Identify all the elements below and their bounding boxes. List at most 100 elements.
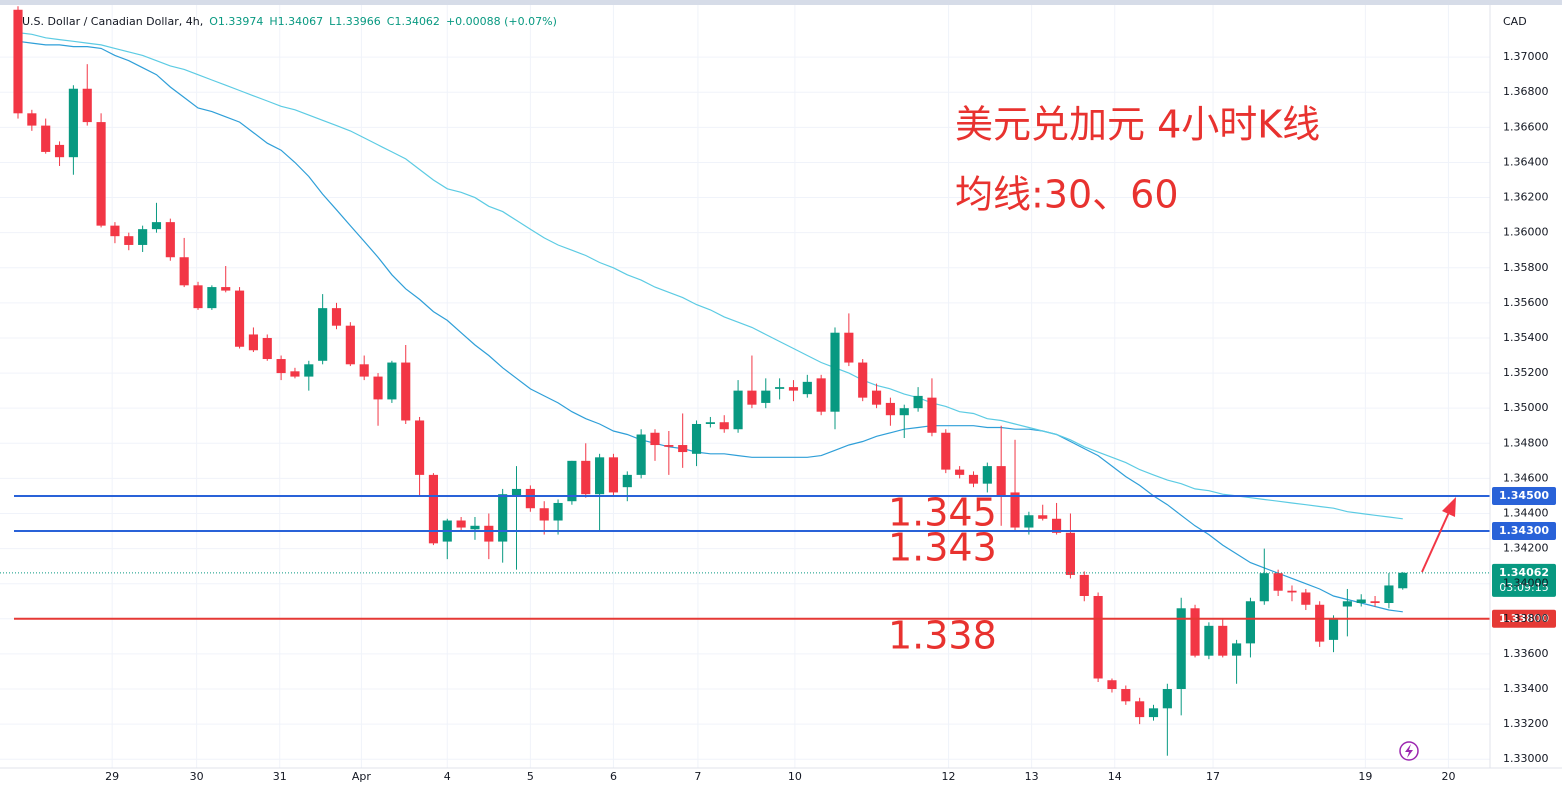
candle-body [207, 287, 217, 309]
level-annotation: 1.338 [888, 613, 997, 657]
candle-body [636, 434, 646, 475]
y-tick-label: 1.34400 [1503, 506, 1549, 519]
candle-body [387, 362, 397, 400]
candle-body [1384, 585, 1394, 604]
candle-body [1204, 625, 1214, 656]
candle-body [1315, 604, 1325, 642]
candle-body [664, 445, 674, 447]
alert-circle[interactable] [1399, 741, 1419, 761]
alert-icon[interactable] [1399, 741, 1419, 761]
candle-body [927, 397, 937, 433]
top-border [0, 0, 1562, 5]
candle-body [484, 525, 494, 542]
candle-body [96, 122, 106, 226]
ohlc-close: C1.34062 [386, 15, 440, 28]
ohlc-change: +0.00088 (+0.07%) [445, 15, 557, 28]
candle-body [138, 229, 148, 245]
candle-body [1287, 590, 1297, 593]
candle-body [844, 332, 854, 363]
candle-body [82, 88, 92, 123]
candle-body [622, 474, 632, 488]
candle-body [1356, 599, 1366, 604]
candle-body [608, 457, 619, 493]
candle-body [1065, 532, 1075, 575]
y-tick-label: 1.36600 [1503, 120, 1549, 133]
candle-body [941, 432, 951, 470]
candle-body [581, 460, 591, 495]
candles [13, 6, 1408, 756]
candle-body [802, 381, 812, 395]
candle-body [428, 474, 438, 544]
candle-body [1052, 518, 1062, 533]
y-tick-label: 1.35000 [1503, 401, 1549, 414]
moving-averages [17, 32, 1403, 613]
candle-body [318, 308, 328, 361]
candle-body [415, 420, 425, 475]
candle-body [13, 9, 23, 114]
y-tick-label: 1.33400 [1503, 682, 1549, 695]
last-price-box [1492, 563, 1556, 597]
x-tick-label: 17 [1206, 770, 1220, 783]
candle-body [331, 308, 342, 326]
candle-body [41, 125, 51, 152]
level-label-box [1492, 486, 1556, 505]
candle-body [595, 457, 605, 495]
candle-body [1301, 592, 1311, 605]
candle-body [248, 334, 258, 351]
candle-body [165, 222, 175, 258]
alert-bolt[interactable] [1405, 744, 1413, 758]
candle-body [719, 422, 729, 430]
candle-body [1328, 618, 1339, 640]
y-tick-label: 1.35200 [1503, 366, 1549, 379]
candle-body [151, 222, 162, 230]
level-label: 1.34300 [1499, 524, 1549, 537]
candle-body [996, 466, 1006, 496]
candle-body [525, 488, 535, 509]
chart-title: 美元兑加元 4小时K线 [955, 103, 1320, 147]
candle-body [705, 422, 715, 424]
y-tick-label: 1.34000 [1503, 577, 1549, 590]
ohlc-high: H1.34067 [269, 15, 324, 28]
candle-body [221, 287, 231, 291]
y-tick-label: 1.33600 [1503, 647, 1549, 660]
x-tick-label: 12 [942, 770, 956, 783]
candle-body [1121, 689, 1131, 702]
candle-body [968, 474, 979, 484]
candle-body [1398, 572, 1408, 589]
candle-body [1176, 608, 1186, 690]
candle-body [678, 445, 688, 453]
x-tick-label: 13 [1025, 770, 1039, 783]
candle-body [110, 225, 120, 237]
candle-body [567, 460, 577, 502]
candle-body [691, 423, 702, 454]
x-tick-label: 20 [1441, 770, 1455, 783]
candle-body [1038, 515, 1048, 519]
level-label-box [1492, 609, 1556, 628]
candle-body [234, 290, 245, 347]
x-tick-label: 14 [1108, 770, 1122, 783]
y-tick-label: 1.34800 [1503, 436, 1549, 449]
candle-body [1232, 643, 1242, 656]
candle-body [982, 466, 992, 484]
candle-body [359, 364, 369, 377]
x-tick-label: 19 [1358, 770, 1372, 783]
y-tick-label: 1.33200 [1503, 717, 1549, 730]
symbol-name: U.S. Dollar / Canadian Dollar, 4h, [22, 15, 204, 28]
x-tick-label: 6 [610, 770, 617, 783]
candle-body [858, 362, 868, 398]
y-tick-label: 1.34600 [1503, 471, 1549, 484]
candle-body [816, 378, 826, 412]
candle-body [262, 337, 272, 360]
candle-body [885, 402, 895, 416]
candle-body [1245, 601, 1256, 644]
chart-subtitle: 均线:30、60 [955, 173, 1179, 217]
candle-body [1107, 680, 1117, 690]
candle-body [401, 362, 411, 421]
levels: 1.345 1.34500 1.343 1.34300 1.338 1.33800 1.34… [0, 486, 1556, 657]
x-tick-label: 30 [190, 770, 204, 783]
y-tick-label: 1.34200 [1503, 542, 1549, 555]
x-tick-label: 7 [694, 770, 701, 783]
candle-body [1162, 689, 1172, 709]
x-tick-label: 4 [444, 770, 451, 783]
